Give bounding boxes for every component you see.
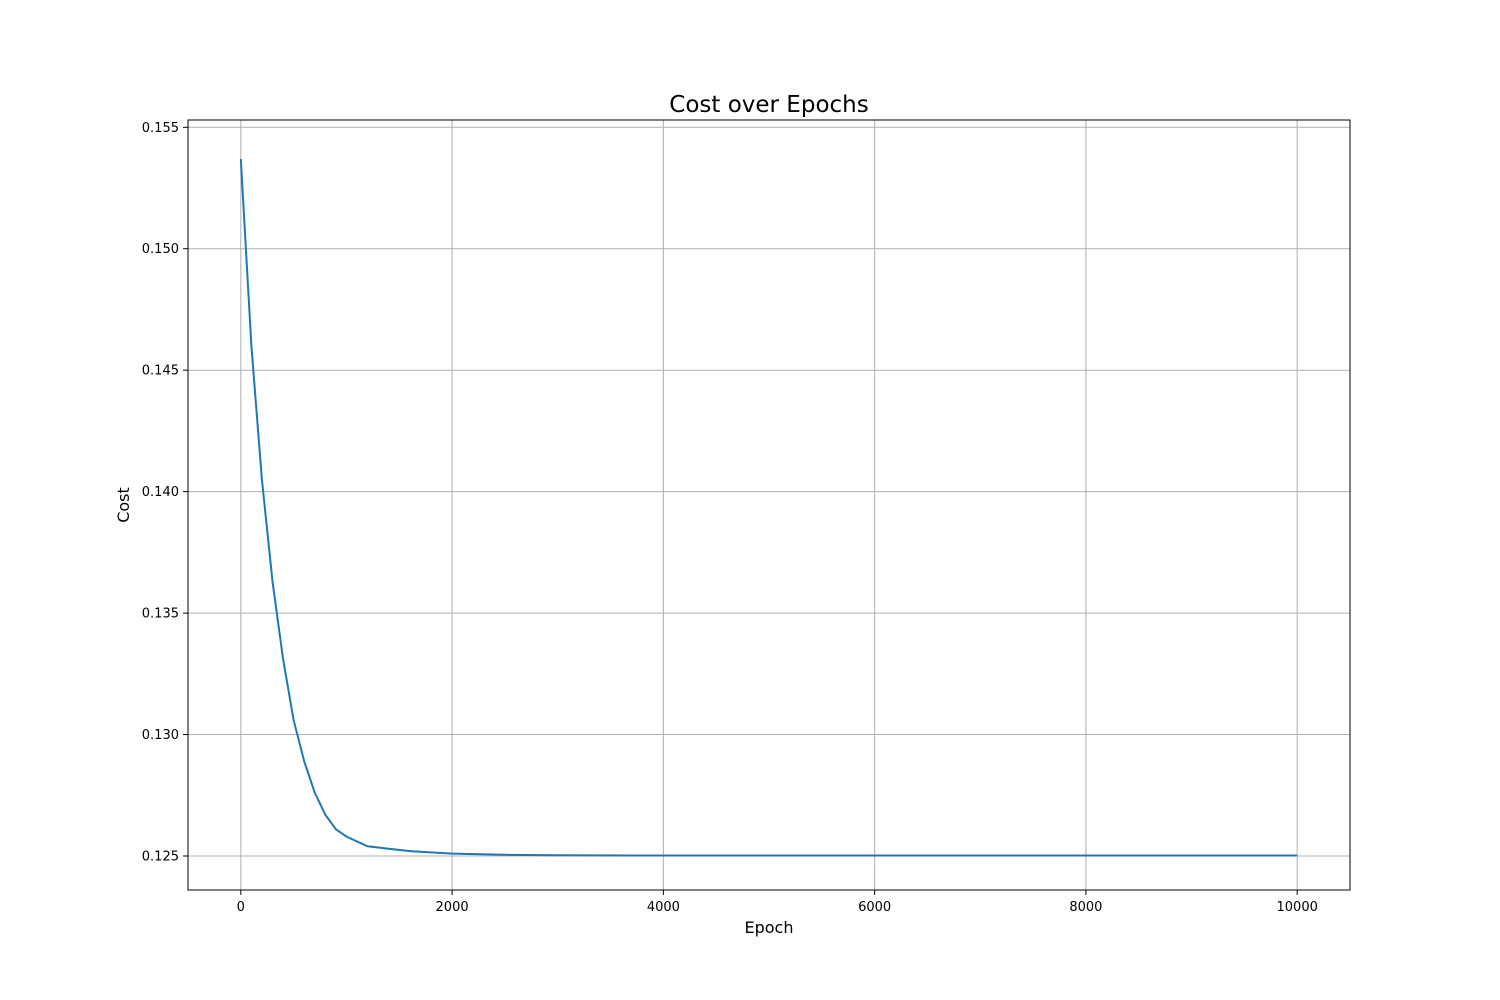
x-tick-label: 6000 [858,900,891,915]
y-tick-label: 0.130 [142,728,179,743]
y-tick-label: 0.155 [142,121,179,136]
chart-title: Cost over Epochs [669,92,868,118]
y-tick-label: 0.135 [142,607,179,622]
plot-frame [187,119,1351,891]
y-tick-label: 0.140 [142,485,179,500]
y-tick-label: 0.150 [142,242,179,257]
x-tick-label: 10000 [1277,900,1318,915]
y-tick-label: 0.145 [142,364,179,379]
x-axis-ticks: 0 2000 4000 6000 8000 10000 [237,890,1318,915]
x-tick-label: 8000 [1069,900,1102,915]
x-axis-label: Epoch [745,918,794,937]
grid-lines [188,120,1350,890]
x-tick-label: 4000 [647,900,680,915]
x-tick-label: 0 [237,900,245,915]
y-tick-label: 0.125 [142,849,179,864]
y-axis-label: Cost [114,487,133,523]
cost-series-line [239,158,1298,857]
y-axis-ticks: 0.125 0.130 0.135 0.140 0.145 0.150 0.155 [142,121,188,864]
data-series [239,158,1298,857]
x-tick-label: 2000 [436,900,469,915]
